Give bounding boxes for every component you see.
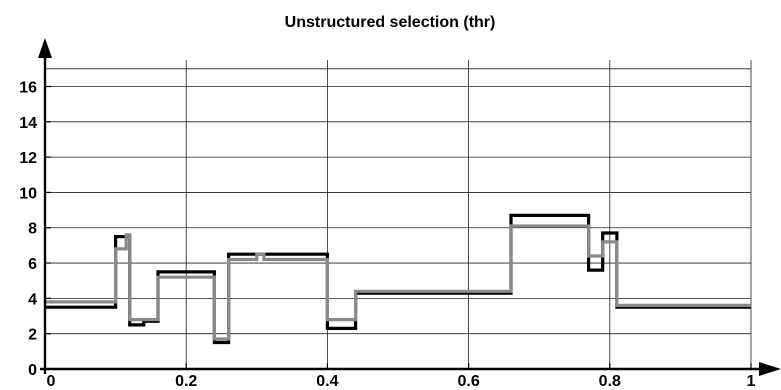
x-tick-label-0: 0 [47,373,56,390]
x-tick-label-4: 0.8 [599,373,621,390]
series-line-1 [45,224,751,341]
y-tick-label-1: 2 [28,327,37,344]
chart-title: Unstructured selection (thr) [285,14,496,31]
y-tick-label-6: 12 [19,150,37,167]
y-tick-label-2: 4 [28,291,37,308]
y-tick-label-7: 14 [19,115,37,132]
x-tick-label-2: 0.4 [316,373,338,390]
x-tick-label-3: 0.6 [457,373,479,390]
y-tick-label-8: 16 [19,79,37,96]
y-tick-label-4: 8 [28,221,37,238]
series-line-0 [45,213,751,345]
x-axis-arrow [759,362,781,376]
grid [45,60,752,369]
x-tick-label-5: 1 [747,373,756,390]
y-tick-label-0: 0 [28,362,37,379]
axes [38,38,781,376]
x-tick-label-1: 0.2 [175,373,197,390]
y-tick-label-5: 10 [19,185,37,202]
y-axis-arrow [38,38,52,58]
series-group [45,213,751,345]
y-tick-label-3: 6 [28,256,37,273]
